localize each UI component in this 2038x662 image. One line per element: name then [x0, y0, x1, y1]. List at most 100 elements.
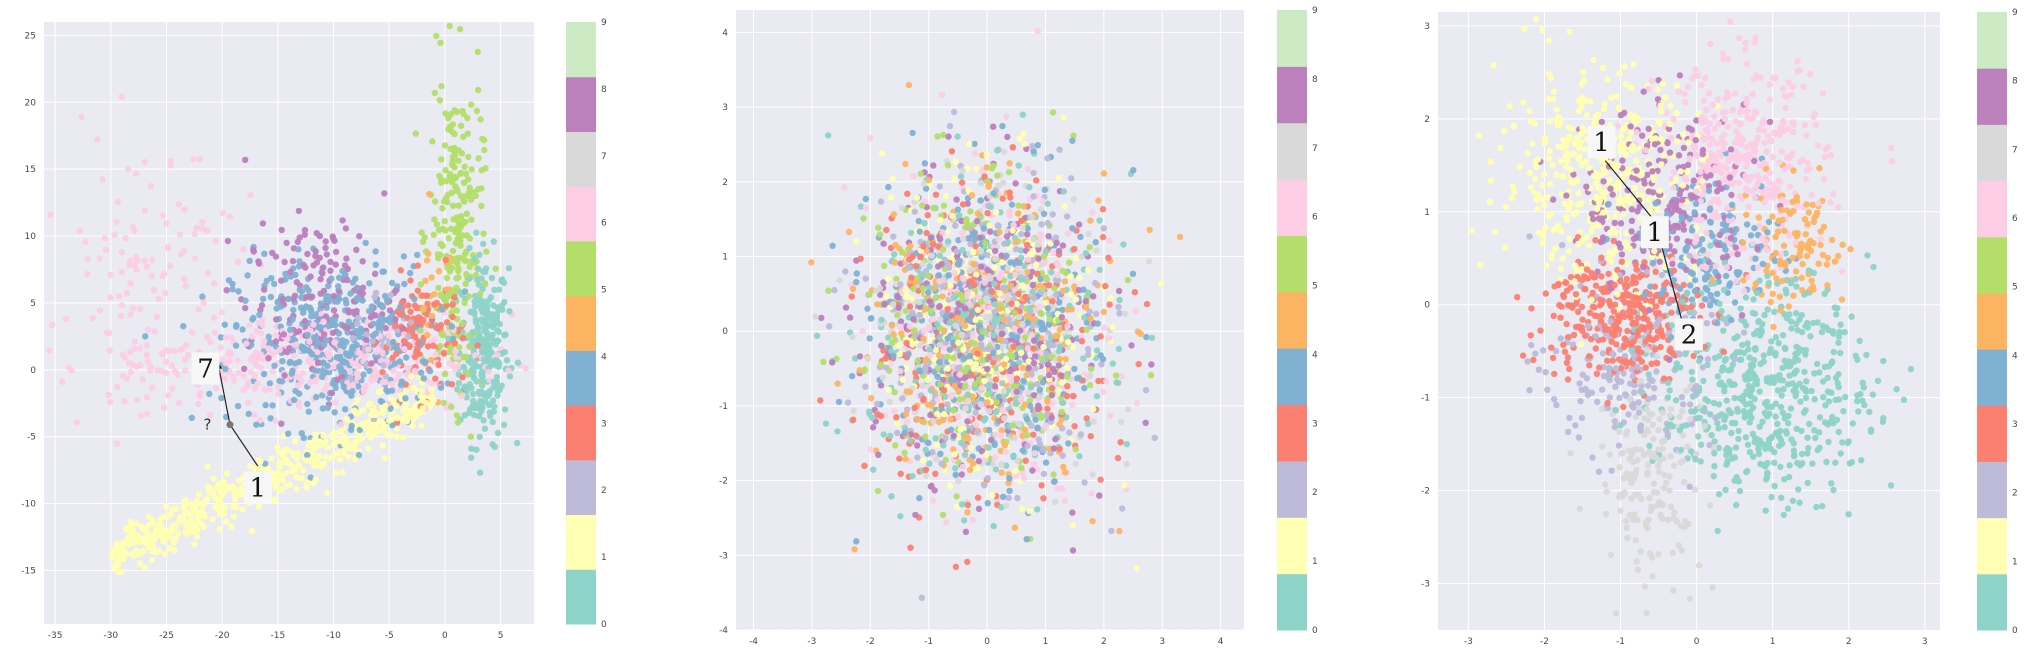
data-point — [464, 114, 471, 122]
data-point — [224, 237, 232, 245]
data-point — [400, 407, 407, 414]
data-point — [402, 400, 410, 407]
data-point — [327, 267, 334, 274]
data-point — [297, 304, 305, 311]
data-point — [300, 309, 307, 316]
data-point — [1012, 180, 1019, 187]
data-point — [273, 316, 280, 323]
data-point — [1116, 527, 1123, 535]
data-point — [277, 277, 285, 284]
data-point — [265, 333, 272, 340]
data-point — [251, 360, 259, 368]
data-point — [292, 387, 299, 395]
data-point — [127, 369, 134, 376]
data-point — [901, 429, 908, 437]
data-point — [912, 262, 920, 270]
data-point — [349, 334, 356, 342]
data-point — [1015, 210, 1022, 217]
data-point — [458, 320, 466, 328]
data-point — [193, 533, 201, 540]
colorbar-tick-label: 3 — [601, 419, 607, 429]
data-point — [403, 354, 410, 361]
data-point — [910, 285, 917, 292]
data-point — [354, 373, 362, 381]
data-point — [1070, 392, 1077, 400]
data-point — [226, 348, 233, 356]
data-point — [1041, 186, 1049, 193]
data-point — [862, 383, 869, 390]
data-point — [891, 251, 898, 258]
data-point — [973, 429, 981, 436]
data-point — [939, 511, 947, 519]
data-point — [1001, 361, 1008, 368]
data-point — [247, 356, 254, 363]
data-point — [936, 352, 943, 359]
data-point — [246, 322, 253, 329]
data-point — [1089, 471, 1096, 478]
data-point — [984, 298, 991, 305]
data-point — [848, 293, 855, 300]
data-point — [945, 272, 953, 279]
data-point — [919, 260, 927, 268]
data-point — [1115, 287, 1123, 295]
data-point — [990, 123, 997, 130]
data-point — [1071, 283, 1078, 290]
data-point — [193, 224, 200, 231]
data-point — [319, 405, 326, 412]
data-point — [1058, 408, 1065, 416]
data-point — [162, 289, 169, 297]
data-point — [455, 157, 462, 164]
data-point — [834, 428, 841, 435]
data-point — [930, 162, 937, 169]
data-point — [396, 358, 404, 365]
data-point — [1028, 331, 1035, 339]
data-point — [892, 241, 899, 249]
data-point — [451, 130, 458, 138]
data-point — [445, 235, 452, 242]
data-point — [291, 438, 299, 445]
data-point — [943, 192, 950, 200]
data-point — [101, 235, 109, 242]
data-point — [295, 462, 302, 469]
data-point — [432, 351, 439, 358]
data-point — [958, 501, 966, 508]
data-point — [898, 330, 905, 337]
data-point — [150, 531, 157, 539]
data-point — [947, 416, 955, 423]
data-point — [433, 32, 440, 40]
data-point — [386, 417, 393, 424]
data-point — [200, 299, 208, 307]
data-point — [997, 432, 1004, 439]
data-point — [307, 439, 314, 447]
data-point — [1023, 372, 1030, 379]
data-point — [1017, 396, 1024, 403]
data-point — [453, 412, 461, 419]
data-point — [1119, 505, 1126, 512]
data-point — [1083, 415, 1090, 422]
data-point — [215, 506, 223, 513]
data-point — [392, 322, 399, 329]
data-point — [494, 429, 502, 437]
data-point — [457, 192, 465, 200]
data-point — [916, 228, 923, 235]
data-point — [153, 313, 160, 320]
data-point — [987, 228, 994, 235]
data-point — [972, 316, 979, 324]
data-point — [984, 500, 991, 507]
data-point — [501, 348, 508, 356]
data-point — [935, 418, 943, 426]
data-point — [94, 136, 101, 143]
data-point — [899, 376, 907, 383]
data-point — [1009, 353, 1016, 360]
x-tick-label: -10 — [326, 631, 341, 641]
data-point — [890, 211, 898, 218]
colorbar-tick-label: 0 — [1312, 626, 1318, 636]
data-point — [1030, 345, 1037, 352]
data-point — [1021, 426, 1029, 433]
data-point — [460, 354, 467, 361]
data-point — [339, 469, 346, 476]
data-point — [311, 431, 319, 438]
data-point — [1007, 282, 1015, 289]
data-point — [1018, 217, 1025, 225]
data-point — [1132, 308, 1140, 315]
